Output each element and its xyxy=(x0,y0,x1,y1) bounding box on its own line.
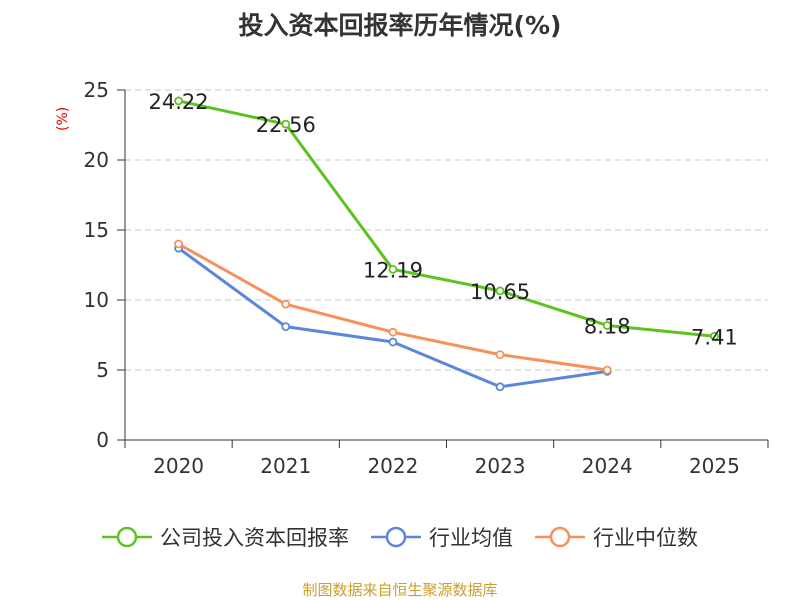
x-tick-label: 2022 xyxy=(367,454,418,478)
data-point xyxy=(388,264,398,274)
data-label: 24.22 xyxy=(149,90,209,114)
data-source-note: 制图数据来自恒生聚源数据库 xyxy=(302,581,498,599)
x-tick-label: 2023 xyxy=(475,454,526,478)
legend-item-industry-median[interactable]: 行业中位数 xyxy=(535,522,698,552)
y-tick-label: 10 xyxy=(84,288,109,312)
data-point xyxy=(495,286,505,296)
data-point xyxy=(495,350,505,360)
data-point xyxy=(174,96,183,106)
legend-swatch-industry-mean xyxy=(371,526,421,548)
legend-item-company[interactable]: 公司投入资本回报率 xyxy=(102,522,349,552)
data-point xyxy=(388,337,398,347)
x-tick-label: 2025 xyxy=(689,454,740,478)
y-tick-label: 25 xyxy=(84,78,109,102)
data-label: 22.56 xyxy=(256,113,316,137)
legend-swatch-industry-median xyxy=(535,526,585,548)
data-point xyxy=(602,321,612,330)
chart-title: 投入资本回报率历年情况(%) xyxy=(238,11,562,40)
data-point xyxy=(388,327,398,337)
data-point xyxy=(710,331,719,341)
data-label: 12.19 xyxy=(363,258,423,282)
legend-swatch-company xyxy=(102,526,152,548)
data-point xyxy=(602,365,612,375)
data-point xyxy=(281,299,291,309)
data-label: 7.41 xyxy=(691,325,738,349)
x-tick-label: 2020 xyxy=(153,454,204,478)
data-label: 10.65 xyxy=(470,280,530,304)
y-tick-label: 0 xyxy=(96,428,109,452)
data-label: 8.18 xyxy=(584,314,631,338)
data-point xyxy=(174,239,183,249)
series-line-0 xyxy=(178,99,715,338)
legend-label-company: 公司投入资本回报率 xyxy=(160,526,349,550)
legend[interactable]: 公司投入资本回报率 行业均值 行业中位数 xyxy=(0,522,800,552)
y-tick-label: 15 xyxy=(84,218,109,242)
legend-item-industry-mean[interactable]: 行业均值 xyxy=(371,522,513,552)
data-point xyxy=(281,119,291,129)
x-tick-label: 2024 xyxy=(582,454,633,478)
x-tick-label: 2021 xyxy=(260,454,311,478)
legend-label-industry-mean: 行业均值 xyxy=(429,526,513,550)
data-point xyxy=(495,382,505,392)
y-tick-label: 5 xyxy=(96,358,109,382)
y-tick-label: 20 xyxy=(84,148,109,172)
legend-label-industry-median: 行业中位数 xyxy=(593,526,698,550)
data-point xyxy=(281,322,291,332)
